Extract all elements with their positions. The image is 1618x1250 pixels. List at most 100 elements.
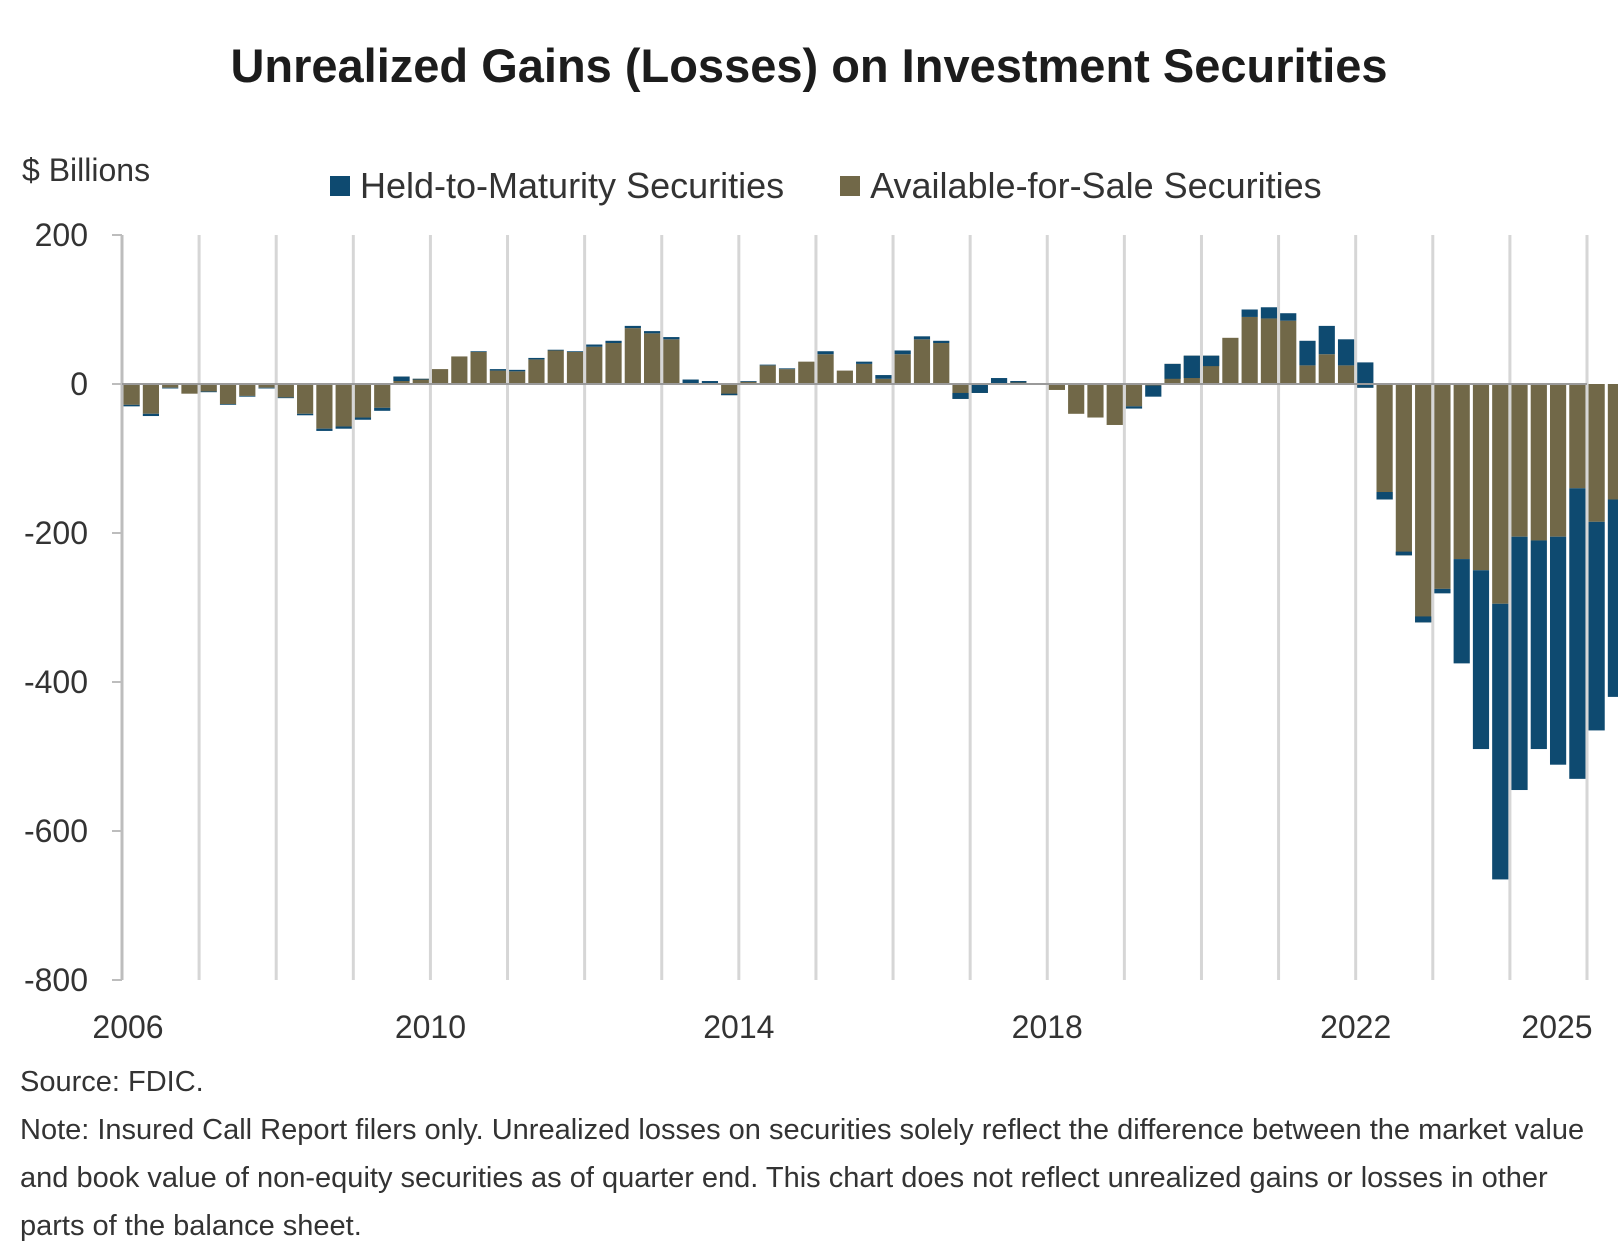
legend-item-htm: Held-to-Maturity Securities — [330, 165, 784, 207]
bar-htm-26 — [624, 325, 641, 329]
bar-afs-12 — [354, 384, 372, 418]
bar-afs-50 — [1087, 384, 1104, 418]
bar-htm-58 — [1241, 309, 1258, 317]
bar-afs-23 — [566, 351, 584, 384]
bar-htm-31 — [721, 393, 738, 396]
bar-afs-77 — [1607, 384, 1618, 500]
bar-htm-66 — [1395, 551, 1412, 556]
bar-afs-31 — [721, 384, 738, 396]
bar-htm-11 — [335, 426, 352, 429]
bar-afs-72 — [1511, 384, 1528, 537]
bar-afs-68 — [1434, 384, 1451, 589]
bar-htm-5 — [219, 404, 237, 405]
bar-htm-25 — [605, 340, 622, 344]
bar-htm-13 — [374, 407, 391, 411]
x-tick-label: 2006 — [92, 1009, 163, 1045]
x-tick-label: 2025 — [1521, 1009, 1592, 1045]
bar-afs-15 — [412, 378, 429, 384]
bar-htm-74 — [1549, 536, 1567, 765]
bar-afs-33 — [759, 365, 776, 384]
bar-htm-56 — [1203, 355, 1220, 367]
y-tick-label: 0 — [70, 366, 88, 402]
bar-afs-10 — [316, 384, 333, 429]
y-tick-label: -800 — [24, 962, 88, 998]
bar-htm-53 — [1145, 385, 1162, 397]
bar-htm-0 — [123, 404, 140, 407]
legend-swatch-htm — [330, 176, 350, 196]
bar-htm-22 — [547, 349, 564, 351]
bar-htm-67 — [1415, 616, 1432, 623]
bar-htm-54 — [1164, 363, 1181, 379]
bar-afs-5 — [219, 384, 237, 405]
y-tick-label: -600 — [24, 813, 88, 849]
bar-afs-16 — [431, 369, 449, 384]
legend-item-afs: Available-for-Sale Securities — [840, 165, 1322, 207]
x-tick-label: 2014 — [703, 1009, 774, 1045]
bar-htm-32 — [740, 381, 757, 382]
bar-htm-62 — [1318, 325, 1335, 355]
bar-htm-64 — [1357, 362, 1374, 388]
bar-afs-62 — [1318, 354, 1335, 384]
bar-afs-9 — [297, 384, 314, 414]
bar-afs-60 — [1280, 320, 1297, 384]
bar-afs-61 — [1299, 365, 1316, 384]
bar-htm-15 — [412, 378, 429, 380]
bar-afs-25 — [605, 343, 622, 384]
bar-htm-20 — [509, 369, 526, 372]
footnotes: Source: FDIC. Note: Insured Call Report … — [20, 1058, 1600, 1250]
bar-htm-28 — [663, 337, 680, 340]
bar-afs-39 — [875, 378, 892, 384]
bar-afs-6 — [239, 384, 256, 396]
bar-htm-18 — [470, 351, 487, 352]
bar-htm-36 — [817, 351, 834, 355]
gridlines — [197, 235, 1589, 980]
bar-afs-63 — [1337, 365, 1355, 384]
bar-afs-0 — [123, 384, 140, 405]
bar-afs-70 — [1472, 384, 1490, 571]
bar-afs-13 — [374, 384, 391, 408]
bar-htm-33 — [759, 364, 776, 366]
legend-label-htm: Held-to-Maturity Securities — [360, 165, 785, 206]
bar-afs-65 — [1376, 384, 1393, 500]
bar-htm-8 — [277, 397, 294, 399]
y-tick-label: -400 — [24, 664, 88, 700]
chart-note: Note: Insured Call Report filers only. U… — [20, 1114, 1585, 1242]
bars — [123, 307, 1618, 880]
bar-afs-74 — [1549, 384, 1567, 537]
bar-htm-75 — [1569, 488, 1586, 779]
bar-afs-35 — [798, 361, 815, 384]
bar-htm-71 — [1492, 603, 1509, 880]
bar-htm-44 — [971, 384, 988, 393]
bar-htm-39 — [875, 375, 892, 379]
bar-htm-45 — [990, 378, 1008, 384]
x-tick-label: 2018 — [1012, 1009, 1083, 1045]
bar-htm-65 — [1376, 492, 1393, 500]
y-axis-unit-label: $ Billions — [22, 152, 151, 188]
bar-afs-19 — [489, 370, 506, 384]
bar-afs-3 — [181, 384, 198, 394]
bar-htm-23 — [566, 351, 584, 352]
bar-htm-55 — [1183, 355, 1200, 379]
bar-afs-58 — [1241, 316, 1258, 384]
bar-afs-8 — [277, 384, 294, 398]
bar-afs-75 — [1569, 384, 1586, 489]
bar-afs-11 — [335, 384, 352, 427]
bar-htm-76 — [1588, 521, 1605, 731]
bar-afs-18 — [470, 351, 487, 384]
bar-htm-52 — [1125, 406, 1143, 409]
bar-htm-41 — [913, 336, 931, 340]
bar-htm-1 — [142, 413, 160, 417]
bar-afs-22 — [547, 350, 564, 384]
bar-htm-30 — [701, 381, 719, 385]
bar-htm-42 — [933, 340, 950, 344]
y-tick-label: -200 — [24, 515, 88, 551]
bar-afs-2 — [162, 384, 179, 388]
bar-afs-51 — [1106, 384, 1123, 425]
source-note: Source: FDIC. — [20, 1066, 204, 1098]
bar-htm-63 — [1337, 339, 1355, 366]
y-tick-label: 200 — [35, 217, 88, 253]
bar-afs-17 — [451, 356, 468, 384]
bar-htm-72 — [1511, 536, 1528, 791]
bar-htm-69 — [1453, 559, 1470, 664]
bar-afs-49 — [1068, 384, 1085, 414]
